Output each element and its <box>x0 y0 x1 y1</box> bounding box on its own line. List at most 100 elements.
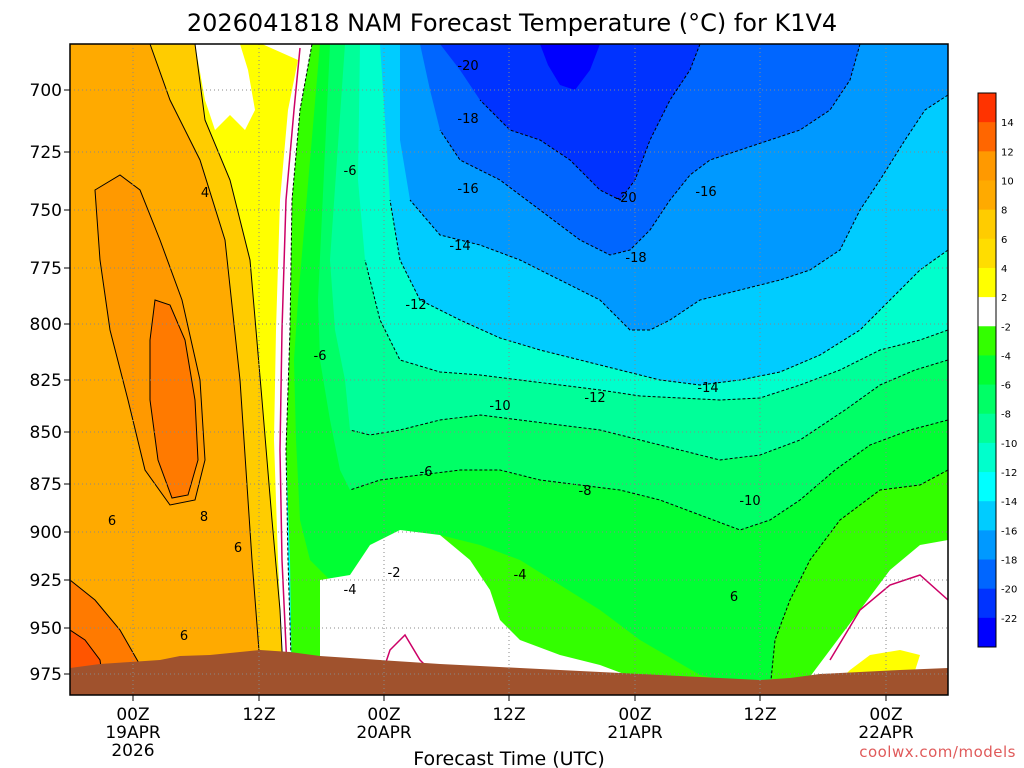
y-tick-825: 825 <box>30 371 70 391</box>
colorbar-swatch <box>978 530 996 561</box>
y-tick-725: 725 <box>30 143 70 163</box>
y-tick-label: 700 <box>30 81 62 101</box>
contour-label: -10 <box>739 494 760 509</box>
colorbar-label: -16 <box>1001 526 1017 537</box>
contour-label: 6 <box>108 514 116 529</box>
contour-minus-20 <box>479 44 701 201</box>
colorbar-label: 10 <box>1001 176 1014 187</box>
colorbar-label: 4 <box>1001 264 1007 275</box>
colorbar-label: -6 <box>1001 381 1011 392</box>
band-warm-12 <box>150 300 198 498</box>
x-tick-date: 20APR <box>356 723 412 743</box>
colorbar-label: -10 <box>1001 439 1017 450</box>
contour-label: -12 <box>584 391 605 406</box>
contour-label: -12 <box>405 298 426 313</box>
x-tick-5: 12Z <box>743 695 777 725</box>
x-tick-6: 00Z 22APR <box>858 695 914 743</box>
y-tick-975: 975 <box>30 665 70 685</box>
x-tick-label: 00Z <box>618 705 651 725</box>
colorbar-label: -8 <box>1001 410 1011 421</box>
contour-minus-6 <box>769 469 948 691</box>
colorbar-swatch <box>978 151 996 181</box>
colorbar-label: -22 <box>1001 614 1017 625</box>
y-tick-label: 825 <box>30 371 62 391</box>
colorbar-swatch <box>978 413 996 444</box>
colorbar-swatch <box>978 472 996 502</box>
band-minus-22 <box>540 44 600 90</box>
colorbar-label: 2 <box>1001 293 1007 304</box>
y-tick-925: 925 <box>30 571 70 591</box>
x-axis: 00Z 19APR 2026 12Z 00Z 20APR 12Z 00Z 21A… <box>105 695 914 761</box>
y-tick-label: 925 <box>30 571 62 591</box>
contour-label: -6 <box>344 164 357 179</box>
freezing-line-right <box>829 574 948 661</box>
contour-label: -18 <box>625 251 646 266</box>
colorbar-label: -20 <box>1001 585 1017 596</box>
x-tick-0: 00Z 19APR 2026 <box>105 695 161 761</box>
contour-label: -16 <box>695 185 716 200</box>
colorbar-swatch <box>978 267 996 298</box>
contour-minus-8 <box>349 419 948 531</box>
contour-warm-1 <box>149 44 263 691</box>
y-tick-750: 750 <box>30 201 70 221</box>
x-tick-label: 00Z <box>869 705 902 725</box>
contour-minus-4 <box>285 44 313 691</box>
x-tick-year: 2026 <box>111 741 154 761</box>
contour-labels: -20 -18 -16 -14 -12 -10 -8 -6 -4 -2 4 6 … <box>108 59 761 644</box>
colorbar-swatch <box>978 588 996 619</box>
colorbar-label: 6 <box>1001 235 1007 246</box>
x-tick-date: 19APR <box>105 723 161 743</box>
x-tick-date: 22APR <box>858 723 914 743</box>
colorbar-swatch <box>978 209 996 240</box>
contour-label: -14 <box>697 381 718 396</box>
credit-text: coolwx.com/models <box>859 743 1016 761</box>
y-tick-700: 700 <box>30 81 70 101</box>
colorbar-swatch <box>978 297 996 327</box>
y-tick-label: 775 <box>30 259 62 279</box>
contour-minus-18 <box>439 44 861 256</box>
contour-label: 6 <box>180 629 188 644</box>
y-tick-800: 800 <box>30 315 70 335</box>
colorbar-swatch <box>978 384 996 415</box>
colorbar-label: 8 <box>1001 206 1007 217</box>
contour-label: 6 <box>730 590 738 605</box>
colorbar-label: -12 <box>1001 468 1017 479</box>
colorbar-swatch <box>978 442 996 473</box>
x-tick-1: 12Z <box>242 695 276 725</box>
x-tick-label: 00Z <box>367 705 400 725</box>
contour-label: -10 <box>489 399 510 414</box>
contour-minus-16 <box>409 94 948 331</box>
contour-label: -2 <box>388 566 401 581</box>
freezing-line-front <box>279 47 301 691</box>
y-tick-label: 875 <box>30 475 62 495</box>
contour-label: -18 <box>457 112 478 127</box>
contour-label: -4 <box>514 568 527 583</box>
y-tick-900: 900 <box>30 523 70 543</box>
colorbar-label: -2 <box>1001 322 1011 333</box>
y-tick-label: 725 <box>30 143 62 163</box>
band-white-front <box>262 44 312 690</box>
colorbar-label: -4 <box>1001 351 1011 362</box>
y-tick-label: 950 <box>30 619 62 639</box>
contour-label: 8 <box>200 510 208 525</box>
contour-minus-10 <box>349 359 948 461</box>
colorbar-swatch <box>978 617 996 648</box>
contour-minus-14 <box>389 199 948 386</box>
y-tick-label: 800 <box>30 315 62 335</box>
colorbar-label: 14 <box>1001 118 1014 129</box>
colorbar-swatch <box>978 559 996 590</box>
y-axis: 700 725 750 775 800 825 850 875 900 925 … <box>30 81 70 685</box>
chart-title: 2026041818 NAM Forecast Temperature (°C)… <box>187 9 837 37</box>
band-white-top <box>195 44 255 130</box>
colorbar-swatch <box>978 501 996 531</box>
colorbar-swatch <box>978 93 996 123</box>
x-tick-3: 12Z <box>492 695 526 725</box>
contour-label: -20 <box>615 191 636 206</box>
colorbar-swatch <box>978 122 996 152</box>
grid-lines <box>70 44 948 695</box>
x-tick-date: 21APR <box>607 723 663 743</box>
contour-label: 6 <box>234 541 242 556</box>
x-tick-label: 12Z <box>743 705 776 725</box>
contour-warm-6 <box>194 44 285 691</box>
